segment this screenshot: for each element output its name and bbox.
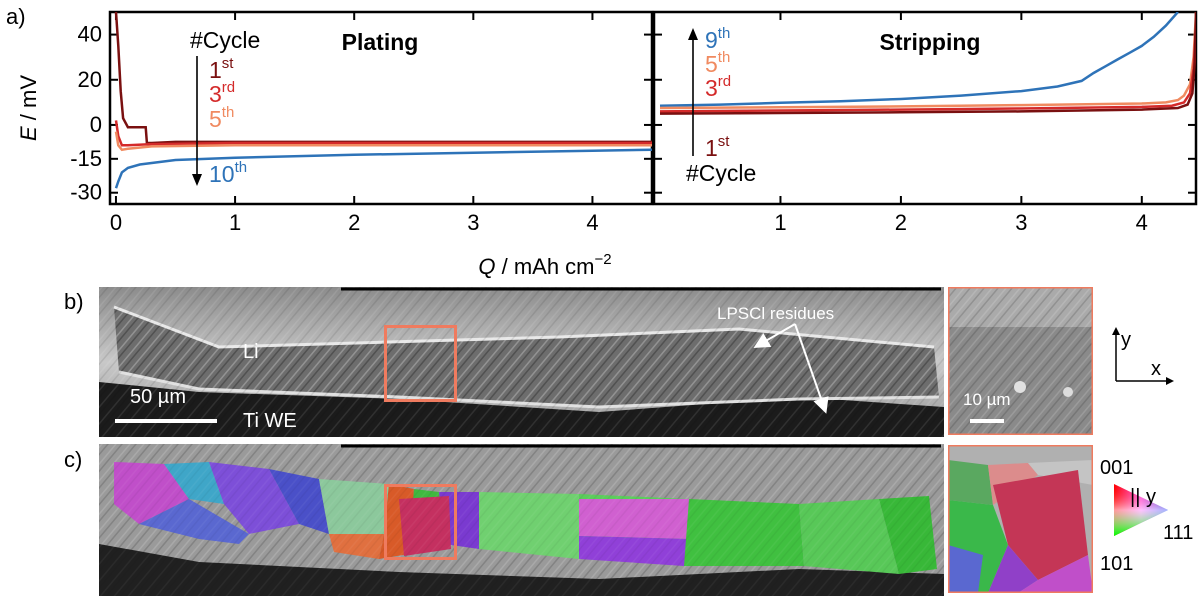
cycle-label-plating: 1st bbox=[209, 55, 234, 83]
ipf-key-top: 001 bbox=[1100, 457, 1134, 479]
scale-bar-label-inset: 10 µm bbox=[963, 390, 1011, 409]
y-tick-label: -15 bbox=[70, 146, 102, 171]
y-axis-label: E / mV bbox=[16, 75, 41, 141]
scale-bar-inset bbox=[970, 419, 1004, 423]
x-tick-label: 1 bbox=[774, 210, 786, 235]
series-line-panel2-1 bbox=[659, 12, 1179, 107]
cycle-label-plating: 5th bbox=[209, 104, 234, 132]
sem-inset-image bbox=[948, 287, 1093, 435]
x-tick-label: 1 bbox=[229, 210, 241, 235]
panel-label-b: b) bbox=[64, 289, 84, 314]
cycle-arrowhead-plating bbox=[192, 174, 202, 186]
plot-frame-1 bbox=[108, 10, 654, 206]
label-ti-we: Ti WE bbox=[243, 410, 297, 432]
highlight-box-b bbox=[384, 325, 457, 402]
cycle-annotation-stripping: #Cycle bbox=[686, 160, 756, 186]
voltage-profile-chart: 0 1 2 3 4 40 20 0 -15 -30 Plating 1 2 3 4 Stripping #Cyc… bbox=[16, 10, 1198, 279]
series-line-panel2-2 bbox=[659, 12, 1196, 110]
y-tick-label: 40 bbox=[78, 22, 102, 47]
cycle-label-plating: 3rd bbox=[209, 79, 235, 107]
x-tick-label: 2 bbox=[895, 210, 907, 235]
highlight-box-c bbox=[384, 484, 457, 560]
cycle-annotation-plating: #Cycle bbox=[190, 27, 260, 53]
axis-label-x: x bbox=[1151, 358, 1161, 380]
scale-bar-main bbox=[115, 419, 217, 423]
plot-frame-2 bbox=[652, 10, 1198, 206]
cycle-label-plating: 10th bbox=[209, 159, 247, 187]
sem-cross-section-image bbox=[99, 287, 944, 437]
cycle-label-stripping: 9th bbox=[705, 25, 730, 53]
panel-title: Plating bbox=[342, 29, 419, 55]
x-tick-label: 2 bbox=[348, 210, 360, 235]
cycle-label-stripping: 3rd bbox=[705, 73, 731, 101]
x-tick-label: 0 bbox=[110, 210, 122, 235]
series-line-panel1-3 bbox=[114, 131, 652, 152]
label-li: Li bbox=[243, 341, 259, 363]
x-axis-label: Q / mAh cm−2 bbox=[478, 251, 611, 279]
ipf-key-direction: || y bbox=[1130, 486, 1156, 508]
y-tick-label: -30 bbox=[70, 180, 102, 205]
x-tick-label: 4 bbox=[1136, 210, 1148, 235]
y-tick-label: 20 bbox=[78, 67, 102, 92]
panel-label-a: a) bbox=[6, 4, 26, 29]
cycle-arrowhead-stripping bbox=[688, 28, 698, 40]
panel-label-c: c) bbox=[64, 447, 83, 472]
series-line-panel1-4 bbox=[114, 148, 652, 189]
axis-label-y: y bbox=[1121, 329, 1131, 351]
series-line-panel2-4 bbox=[659, 12, 1196, 115]
scale-bar-label-main: 50 µm bbox=[130, 386, 186, 408]
series-line-panel1-2 bbox=[114, 120, 652, 147]
ipf-key-bottom: 101 bbox=[1100, 553, 1134, 575]
cycle-label-stripping: 1st bbox=[705, 133, 730, 161]
residue-arrows bbox=[753, 323, 829, 414]
residue-label: LPSCl residues bbox=[717, 304, 835, 323]
xy-axes-indicator bbox=[1112, 327, 1174, 385]
ipf-key-right: 111 bbox=[1163, 522, 1194, 544]
series-line-panel2-3 bbox=[659, 23, 1196, 113]
panel-title: Stripping bbox=[880, 29, 981, 55]
y-tick-label: 0 bbox=[90, 112, 102, 137]
x-tick-label: 3 bbox=[1015, 210, 1027, 235]
ebsd-map-image bbox=[99, 444, 944, 596]
ebsd-inset-image bbox=[948, 445, 1093, 593]
x-tick-label: 3 bbox=[467, 210, 479, 235]
ipf-color-triangle bbox=[1114, 484, 1168, 536]
x-tick-label: 4 bbox=[586, 210, 598, 235]
